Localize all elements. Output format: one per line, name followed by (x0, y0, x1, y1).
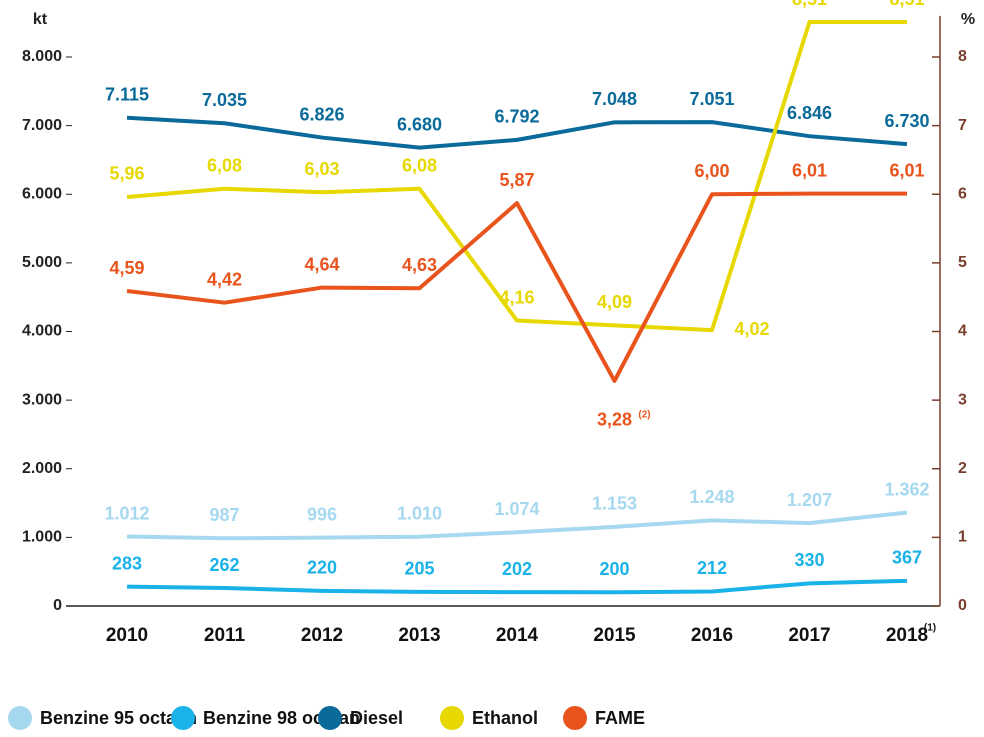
value-label: 7.115 (105, 84, 149, 104)
y2-tick-label: 7 (958, 117, 967, 134)
y2-tick-label: 3 (958, 391, 967, 408)
legend-label: FAME (595, 708, 645, 728)
value-label: 330 (794, 550, 824, 570)
value-label: 4,42 (207, 269, 242, 289)
value-label: 1.074 (494, 499, 539, 519)
value-label: 1.362 (884, 479, 929, 499)
value-label: 212 (697, 558, 727, 578)
legend-swatch (440, 706, 464, 730)
legend-label: Ethanol (472, 708, 538, 728)
x-tick-label: 2014 (496, 625, 539, 646)
y-tick-label: 0 (53, 597, 62, 614)
value-label: 8,51 (889, 0, 924, 9)
value-label: 367 (892, 548, 922, 568)
series-line (126, 578, 908, 595)
value-label: 7.051 (689, 89, 734, 109)
x-tick-label: 2010 (106, 625, 148, 646)
value-label: 6.826 (299, 104, 344, 124)
x-tick-label: 2013 (398, 625, 440, 646)
legend-swatch (171, 706, 195, 730)
value-label: 6,01 (792, 160, 827, 180)
y-axis-title: kt (33, 11, 48, 28)
value-label: 1.248 (689, 487, 734, 507)
value-label: 6,03 (304, 159, 339, 179)
value-label: 5,87 (499, 170, 534, 190)
series-line (126, 191, 907, 383)
legend-swatch (318, 706, 342, 730)
legend-swatch (8, 706, 32, 730)
value-label: 987 (209, 505, 239, 525)
y-tick-label: 4.000 (22, 323, 62, 340)
value-label: 6.792 (494, 107, 539, 127)
series-line (126, 510, 908, 541)
y-tick-label: 3.000 (22, 391, 62, 408)
annotation: (1) (924, 623, 936, 634)
y-tick-label: 7.000 (22, 117, 62, 134)
x-tick-label: 2012 (301, 625, 343, 646)
value-label: 205 (404, 559, 434, 579)
value-label: 4,02 (734, 319, 769, 339)
value-label: 262 (209, 555, 239, 575)
series-line (126, 115, 908, 150)
y-tick-label: 8.000 (22, 48, 62, 65)
value-label: 220 (307, 558, 337, 578)
legend-label: Diesel (350, 708, 403, 728)
value-label: 4,16 (499, 287, 534, 307)
value-label: 6,01 (889, 160, 924, 180)
value-label: 6.730 (884, 111, 929, 131)
value-label: 7.048 (592, 89, 637, 109)
value-label: 5,96 (109, 164, 144, 184)
y2-axis-title: % (961, 11, 975, 28)
value-label: 6.680 (397, 114, 442, 134)
x-tick-label: 2016 (691, 625, 733, 646)
value-label: 1.010 (397, 503, 442, 523)
value-label: 996 (307, 504, 337, 524)
legend-label: Benzine 95 octaan (40, 708, 197, 728)
value-label: 8,51 (792, 0, 827, 9)
x-tick-label: 2018 (886, 625, 928, 646)
value-label: 6,00 (694, 161, 729, 181)
x-tick-label: 2015 (593, 625, 636, 646)
legend-swatch (563, 706, 587, 730)
y-tick-label: 5.000 (22, 254, 62, 271)
value-label: 1.012 (104, 503, 149, 523)
annotation: (2) (638, 410, 650, 421)
y2-tick-label: 0 (958, 597, 967, 614)
value-label: 4,64 (304, 254, 339, 274)
y2-tick-label: 1 (958, 529, 967, 546)
value-label: 283 (112, 553, 142, 573)
value-label: 7.035 (202, 90, 247, 110)
y-tick-label: 2.000 (22, 460, 62, 477)
y2-tick-label: 6 (958, 185, 967, 202)
value-label: 3,28 (597, 410, 632, 430)
value-label: 6,08 (207, 156, 242, 176)
value-label: 202 (502, 559, 532, 579)
value-label: 200 (599, 559, 629, 579)
value-label: 4,59 (109, 258, 144, 278)
value-label: 4,09 (597, 292, 632, 312)
y-tick-label: 1.000 (22, 529, 62, 546)
value-label: 6.846 (787, 103, 832, 123)
y2-tick-label: 2 (958, 460, 967, 477)
value-label: 1.153 (592, 494, 637, 514)
y-tick-label: 6.000 (22, 185, 62, 202)
y2-tick-label: 4 (958, 323, 967, 340)
value-label: 6,08 (402, 156, 437, 176)
value-label: 1.207 (787, 490, 832, 510)
x-tick-label: 2011 (204, 625, 246, 646)
y2-tick-label: 5 (958, 254, 967, 271)
value-label: 4,63 (402, 255, 437, 275)
x-tick-label: 2017 (788, 625, 830, 646)
series-line (126, 20, 907, 333)
y2-tick-label: 8 (958, 48, 967, 65)
